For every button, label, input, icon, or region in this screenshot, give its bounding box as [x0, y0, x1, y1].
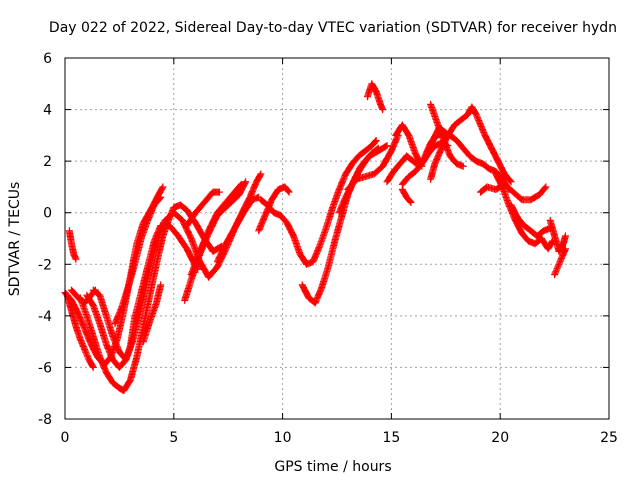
y-tick-label: 4: [43, 103, 52, 119]
y-tick-label: -2: [38, 257, 52, 273]
plot-frame: [64, 57, 610, 420]
series-13: [298, 142, 391, 307]
series-25: [492, 170, 556, 253]
series-12-markers: [257, 137, 380, 268]
series-16-markers: [364, 80, 387, 114]
series-25-markers: [492, 170, 556, 253]
series-27: [546, 216, 569, 255]
series-20-markers: [398, 186, 415, 206]
x-tick-label: 20: [491, 430, 509, 446]
series-29: [63, 291, 97, 371]
y-tick-label: -4: [38, 309, 52, 325]
y-tick-label: 6: [43, 51, 52, 67]
series-10: [213, 193, 263, 266]
y-tick-label: 0: [43, 206, 52, 222]
x-axis-label: GPS time / hours: [274, 459, 391, 475]
series-15: [344, 131, 402, 193]
series-28: [551, 245, 569, 279]
series-23: [427, 100, 467, 170]
data-marks: [61, 80, 569, 395]
axis-ticks: 0 5 10 15 20 25 -8 -6 -4 -2 0 2 4 6: [38, 51, 618, 446]
series-27-markers: [546, 216, 569, 255]
series-9-markers: [183, 188, 223, 230]
series-3: [83, 170, 265, 371]
series-8: [187, 180, 245, 279]
series-3-markers: [83, 170, 265, 371]
series-21: [427, 103, 515, 186]
series-8-markers: [187, 180, 245, 279]
series-18-markers: [392, 121, 426, 170]
series-31: [68, 286, 99, 307]
y-tick-label: -8: [38, 412, 52, 428]
series-10-markers: [213, 193, 263, 266]
x-tick-label: 0: [61, 430, 70, 446]
series-20: [398, 186, 415, 206]
x-tick-label: 25: [600, 430, 618, 446]
x-tick-label: 15: [382, 430, 400, 446]
series-6: [139, 281, 165, 346]
x-tick-label: 5: [169, 430, 178, 446]
series-30: [65, 227, 80, 263]
series-28-markers: [551, 245, 569, 279]
series-26-markers: [507, 201, 554, 240]
series-12: [257, 137, 380, 268]
series-31-markers: [68, 286, 99, 307]
series-23-markers: [427, 100, 467, 170]
y-tick-label: 2: [43, 154, 52, 170]
series-13-markers: [298, 142, 391, 307]
series-30-markers: [65, 227, 80, 263]
series-18: [392, 121, 426, 170]
series-5: [111, 193, 165, 328]
series-16: [364, 80, 387, 114]
chart-title: Day 022 of 2022, Sidereal Day-to-day VTE…: [49, 20, 617, 36]
x-tick-label: 10: [274, 430, 292, 446]
series-15-markers: [344, 131, 402, 193]
series-21-markers: [427, 103, 515, 186]
series-9: [183, 188, 223, 230]
series-24: [477, 180, 550, 204]
series-6-markers: [139, 281, 165, 346]
y-axis-label: SDTVAR / TECUs: [7, 182, 23, 297]
series-29-markers: [63, 291, 97, 371]
y-tick-label: -6: [38, 360, 52, 376]
series-5-markers: [111, 193, 165, 328]
series-26: [507, 201, 554, 240]
series-24-markers: [477, 180, 550, 204]
